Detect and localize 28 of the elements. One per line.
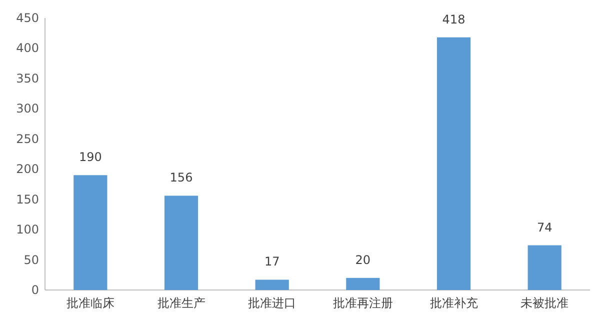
y-tick-label: 0	[31, 283, 39, 297]
bar	[255, 280, 289, 290]
y-tick-label: 450	[16, 11, 39, 25]
data-label: 20	[355, 252, 371, 267]
data-label: 74	[536, 220, 552, 234]
bar	[164, 196, 198, 290]
y-tick-label: 250	[16, 132, 39, 146]
y-tick-label: 200	[16, 162, 39, 176]
x-tick-label: 批准补充	[430, 296, 478, 310]
bar	[436, 37, 471, 290]
x-tick-label: 未被批准	[520, 296, 569, 310]
data-label: 190	[78, 150, 102, 164]
x-tick-label: 批准临床	[66, 296, 114, 310]
x-tick-label: 批准生产	[157, 296, 206, 310]
y-tick-label: 300	[16, 102, 39, 116]
data-label: 418	[442, 12, 466, 26]
bar	[528, 245, 562, 290]
bar	[346, 278, 380, 290]
y-tick-label: 150	[16, 192, 39, 206]
y-tick-label: 400	[16, 41, 39, 56]
data-label: 156	[170, 170, 193, 185]
y-tick-label: 100	[16, 222, 39, 237]
data-label: 17	[264, 254, 280, 269]
x-tick-label: 批准进口	[248, 296, 296, 310]
bar	[74, 175, 108, 290]
x-tick-label: 批准再注册	[332, 296, 393, 310]
y-tick-label: 350	[16, 71, 39, 86]
y-tick-label: 50	[24, 252, 39, 267]
